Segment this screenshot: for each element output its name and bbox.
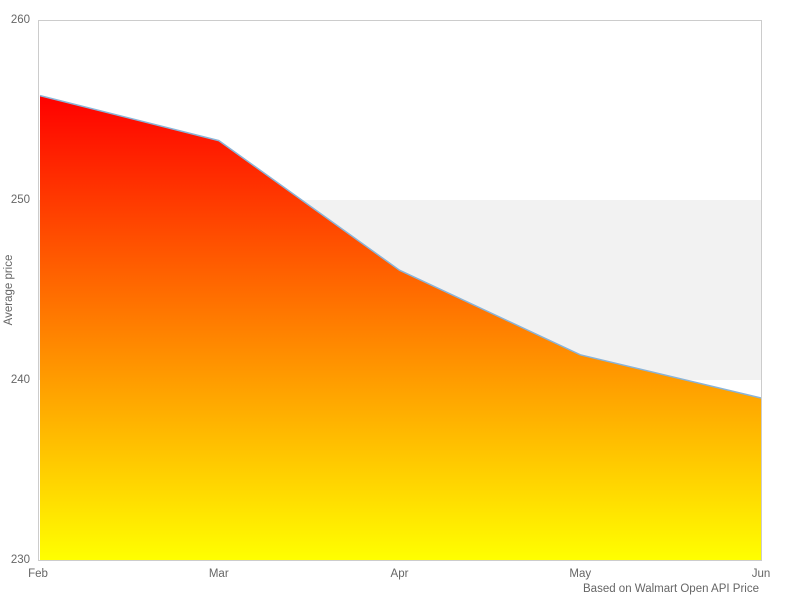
series-line [39, 94, 762, 399]
x-tick-label-may: May [569, 568, 592, 580]
chart-caption: Based on Walmart Open API Price [583, 583, 759, 595]
plot-border [38, 20, 762, 561]
y-tick-label-250: 250 [10, 194, 30, 206]
x-tick-label-jun: Jun [751, 568, 771, 580]
x-tick-label-mar: Mar [208, 568, 229, 580]
x-tick-label-feb: Feb [28, 568, 48, 580]
y-tick-label-230: 230 [10, 554, 30, 566]
x-tick-label-apr: Apr [390, 568, 409, 580]
y-axis-title: Average price [3, 254, 15, 326]
area-series-average-price[interactable] [40, 95, 761, 560]
y-tick-label-260: 260 [10, 14, 30, 26]
y-tick-label-240: 240 [10, 374, 30, 386]
